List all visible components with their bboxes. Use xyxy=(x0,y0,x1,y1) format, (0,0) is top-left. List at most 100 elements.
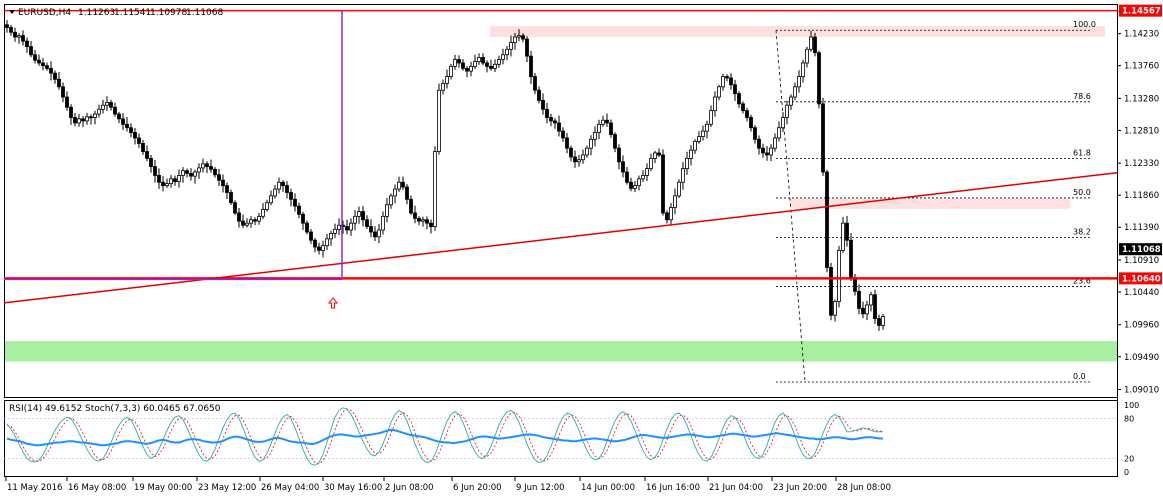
candle xyxy=(165,178,169,188)
candle xyxy=(701,125,705,141)
candle xyxy=(129,123,133,138)
highlight-zones xyxy=(5,26,1117,362)
candle xyxy=(369,219,373,238)
candle xyxy=(693,139,697,154)
candle xyxy=(657,148,661,158)
candle xyxy=(533,73,537,95)
candle xyxy=(105,96,109,111)
candle xyxy=(573,150,577,168)
candle xyxy=(537,86,541,104)
x-tick-label: 19 May 00:00 xyxy=(134,483,192,493)
rsi-line xyxy=(6,428,883,447)
candle xyxy=(413,205,417,224)
candle xyxy=(869,291,873,312)
candle xyxy=(825,169,829,273)
candle xyxy=(637,175,641,191)
candle xyxy=(609,119,613,138)
x-tick-label: 26 May 04:00 xyxy=(261,483,319,493)
candle xyxy=(509,35,513,57)
candle xyxy=(525,36,529,63)
x-tick-label: 16 Jun 16:00 xyxy=(646,483,700,493)
candle xyxy=(541,93,545,115)
candle xyxy=(773,133,777,152)
time-axis: 11 May 2016 16 May 08:00 19 May 00:00 23 Ma… xyxy=(5,477,891,493)
candle xyxy=(193,169,197,184)
price-tag-label: 1.14567 xyxy=(1122,7,1161,17)
candle xyxy=(665,210,669,224)
candle xyxy=(97,104,101,118)
candle xyxy=(57,72,61,90)
candle xyxy=(309,228,313,244)
price-axis: 1.14230 1.13760 1.13280 1.12810 1.12330 1.118… xyxy=(1117,30,1159,396)
indicator-y-label: 100 xyxy=(1124,401,1139,410)
candle xyxy=(549,113,553,127)
fib-level-label: 100.0 xyxy=(1073,20,1096,29)
ohlc-low: 1.10978 xyxy=(150,8,187,18)
candle xyxy=(485,60,489,73)
candle xyxy=(669,203,673,226)
candle xyxy=(349,218,353,236)
candle xyxy=(625,167,629,185)
candle xyxy=(741,101,745,114)
price-tag-label: 1.10640 xyxy=(1122,274,1161,284)
candle xyxy=(477,53,481,65)
y-tick-label: 1.10440 xyxy=(1124,288,1159,298)
candle xyxy=(201,158,205,173)
candle xyxy=(53,70,57,84)
fib-level-label: 0.0 xyxy=(1073,372,1086,381)
zone-0 xyxy=(490,26,1105,38)
y-tick-label: 1.11390 xyxy=(1124,223,1159,233)
candle xyxy=(517,29,521,42)
candle xyxy=(709,105,713,128)
candle xyxy=(677,179,681,198)
candle xyxy=(473,54,477,69)
candle xyxy=(553,118,557,129)
candle xyxy=(733,79,737,101)
candle xyxy=(325,233,329,250)
candle xyxy=(257,213,261,225)
candle xyxy=(321,240,325,258)
x-tick-label: 21 Jun 04:00 xyxy=(709,483,763,493)
candle xyxy=(73,113,77,127)
candle xyxy=(641,170,645,183)
candle xyxy=(305,220,309,235)
y-tick-label: 1.11860 xyxy=(1124,191,1159,201)
candle xyxy=(861,301,865,319)
candle xyxy=(545,102,549,124)
dropdown-triangle-icon[interactable] xyxy=(9,10,15,14)
candle xyxy=(9,24,13,36)
up-arrow-icon xyxy=(327,297,339,309)
trend-line xyxy=(3,171,1118,304)
zone-2 xyxy=(5,341,1117,362)
candle xyxy=(181,167,185,183)
candle xyxy=(597,119,601,140)
ohlc-open: 1.11263 xyxy=(78,8,115,18)
candle xyxy=(85,112,89,125)
candle xyxy=(837,246,841,308)
candle xyxy=(569,145,573,162)
candle xyxy=(109,99,113,111)
candle xyxy=(497,55,501,68)
candle xyxy=(337,218,341,236)
candle xyxy=(265,199,269,212)
candle xyxy=(809,30,813,52)
candle xyxy=(581,149,585,164)
candle xyxy=(745,107,749,122)
candle xyxy=(125,117,129,132)
stoch-signal-line xyxy=(6,408,883,465)
candle xyxy=(513,32,517,50)
candle xyxy=(673,188,677,215)
candle xyxy=(433,146,437,231)
y-tick-label: 1.12810 xyxy=(1124,126,1159,136)
price-tag: 1.11068 xyxy=(1119,243,1162,256)
candle xyxy=(785,100,789,125)
candle xyxy=(725,74,729,82)
candle xyxy=(849,233,853,281)
y-tick-label: 1.13280 xyxy=(1124,94,1159,104)
candle xyxy=(833,299,837,322)
candle xyxy=(381,211,385,235)
candle xyxy=(793,82,797,101)
candle xyxy=(481,53,485,66)
